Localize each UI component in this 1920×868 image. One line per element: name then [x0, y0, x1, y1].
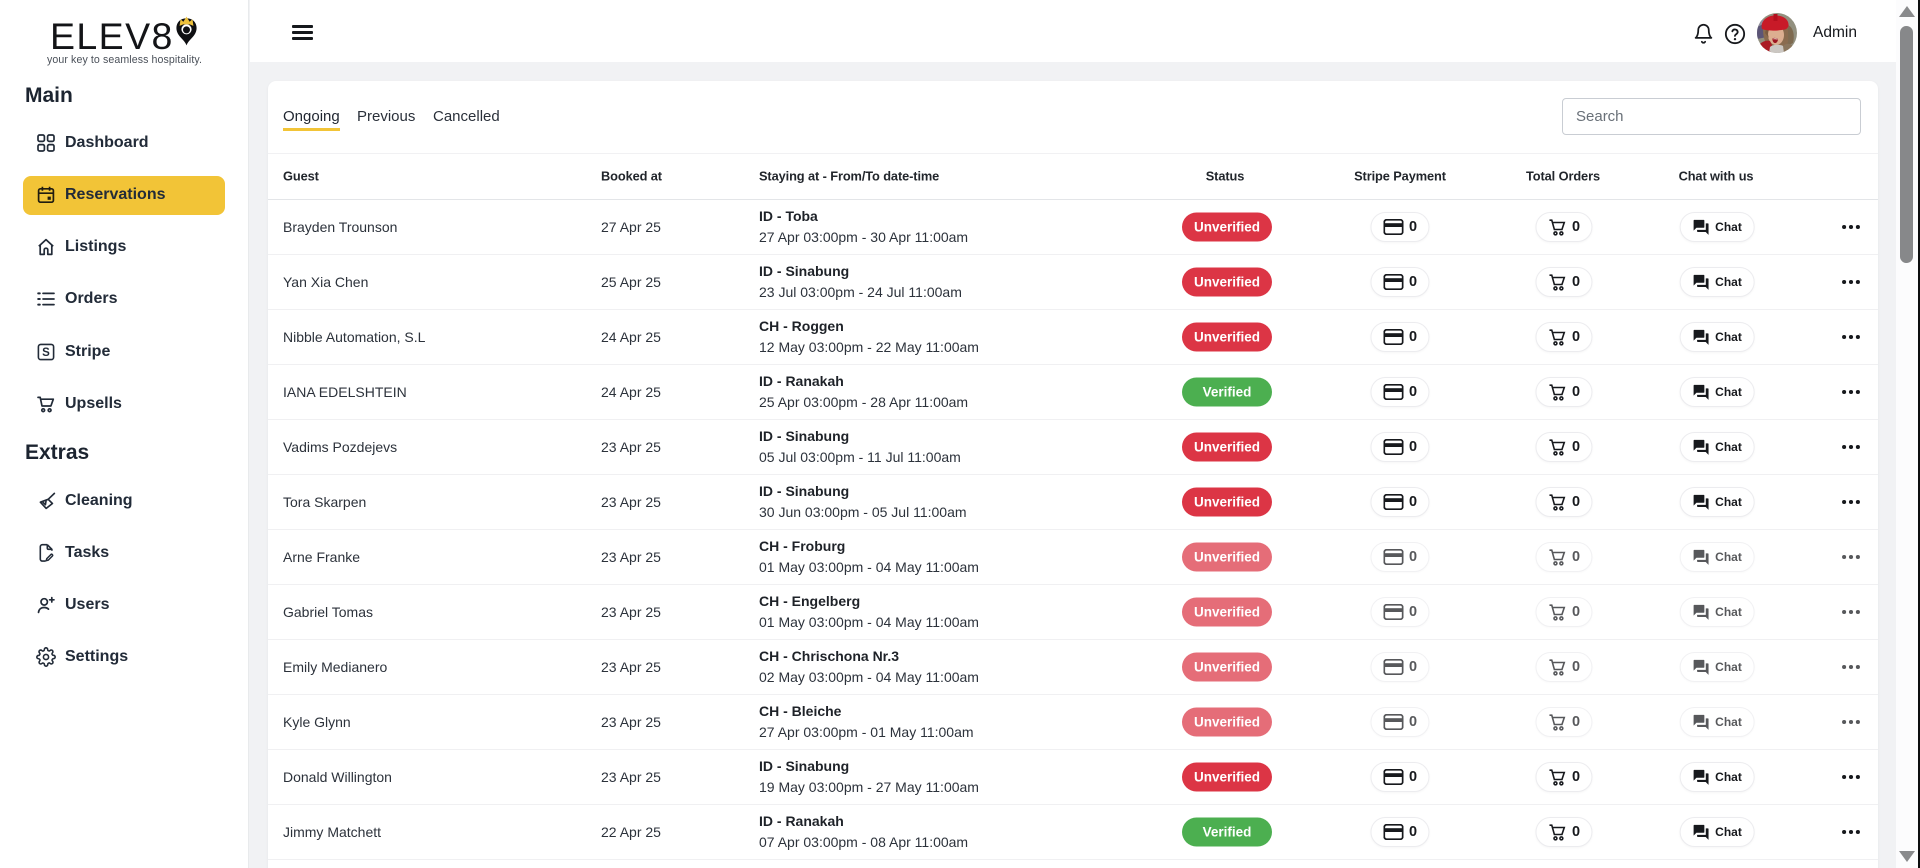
svg-text:S: S: [42, 347, 50, 359]
